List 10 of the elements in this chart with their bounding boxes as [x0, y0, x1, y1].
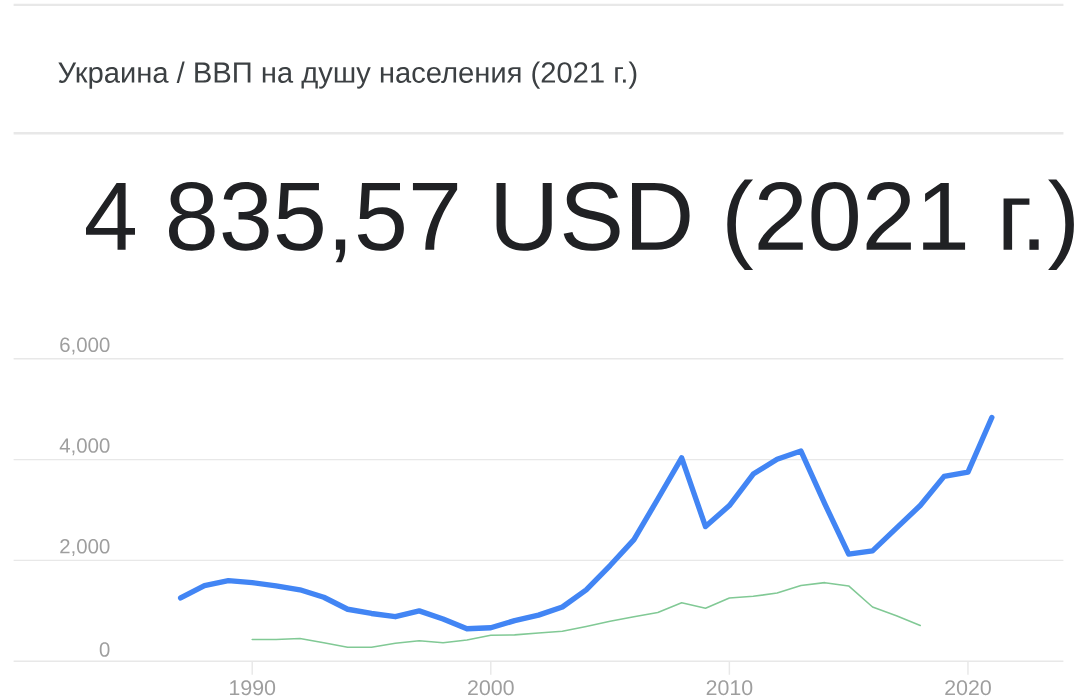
x-tick-label: 2020 — [945, 680, 991, 696]
y-tick-label: 6,000 — [60, 337, 110, 355]
x-tick-label: 2010 — [706, 680, 753, 696]
x-tick-label: 2000 — [468, 680, 514, 696]
y-tick-label: 0 — [99, 642, 110, 657]
chart-title: Украина / ВВП на душу населения (2021 г.) — [58, 61, 637, 89]
y-tick-label: 4,000 — [59, 438, 110, 456]
chart-subtitle: 4 835,57 USD (2021 г.) — [86, 179, 1074, 271]
x-tick-label: 1990 — [230, 680, 276, 696]
y-tick-label: 2,000 — [60, 539, 110, 557]
